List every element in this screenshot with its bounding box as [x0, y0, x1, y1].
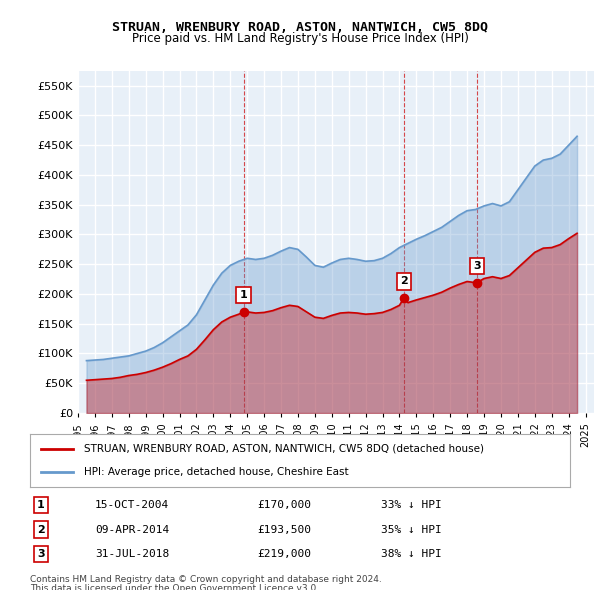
Text: 15-OCT-2004: 15-OCT-2004: [95, 500, 169, 510]
Text: 38% ↓ HPI: 38% ↓ HPI: [381, 549, 442, 559]
Text: £170,000: £170,000: [257, 500, 311, 510]
Text: 09-APR-2014: 09-APR-2014: [95, 525, 169, 535]
Text: Contains HM Land Registry data © Crown copyright and database right 2024.: Contains HM Land Registry data © Crown c…: [30, 575, 382, 584]
Text: 2: 2: [37, 525, 44, 535]
Text: 1: 1: [37, 500, 44, 510]
Text: 3: 3: [37, 549, 44, 559]
Text: Price paid vs. HM Land Registry's House Price Index (HPI): Price paid vs. HM Land Registry's House …: [131, 32, 469, 45]
Text: £193,500: £193,500: [257, 525, 311, 535]
Text: 31-JUL-2018: 31-JUL-2018: [95, 549, 169, 559]
Text: STRUAN, WRENBURY ROAD, ASTON, NANTWICH, CW5 8DQ (detached house): STRUAN, WRENBURY ROAD, ASTON, NANTWICH, …: [84, 444, 484, 454]
Text: 2: 2: [400, 276, 408, 286]
Text: STRUAN, WRENBURY ROAD, ASTON, NANTWICH, CW5 8DQ: STRUAN, WRENBURY ROAD, ASTON, NANTWICH, …: [112, 21, 488, 34]
Text: This data is licensed under the Open Government Licence v3.0.: This data is licensed under the Open Gov…: [30, 584, 319, 590]
Text: 33% ↓ HPI: 33% ↓ HPI: [381, 500, 442, 510]
Text: £219,000: £219,000: [257, 549, 311, 559]
Text: 3: 3: [473, 261, 481, 271]
Text: 35% ↓ HPI: 35% ↓ HPI: [381, 525, 442, 535]
Text: 1: 1: [240, 290, 248, 300]
Text: HPI: Average price, detached house, Cheshire East: HPI: Average price, detached house, Ches…: [84, 467, 349, 477]
